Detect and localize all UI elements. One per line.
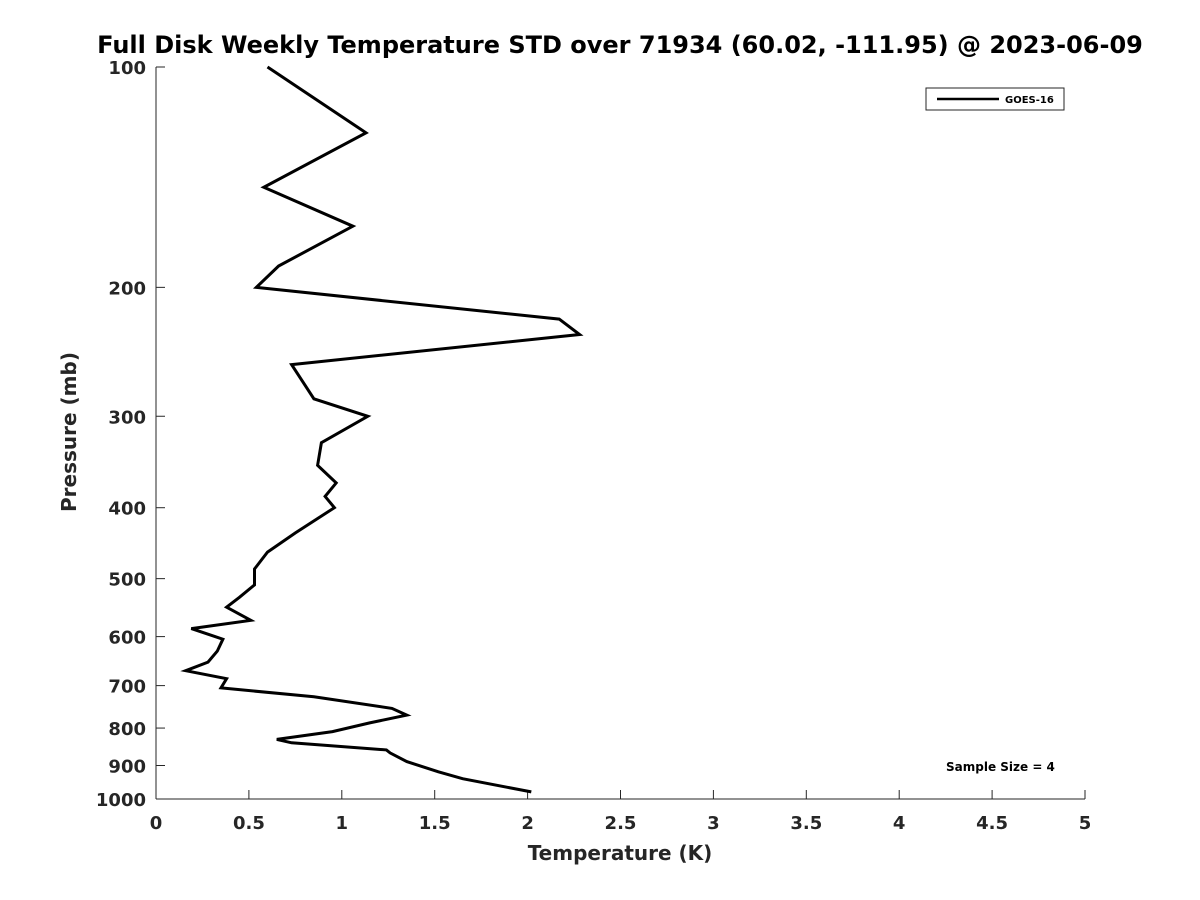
x-tick-label: 3.5 xyxy=(790,813,822,834)
x-tick-label: 0 xyxy=(150,813,163,834)
y-tick-label: 200 xyxy=(108,278,146,299)
x-tick-label: 4.5 xyxy=(976,813,1008,834)
y-tick-label: 800 xyxy=(108,719,146,740)
x-tick-label: 2.5 xyxy=(605,813,637,834)
y-tick-label: 1000 xyxy=(96,790,146,811)
y-tick-label: 500 xyxy=(108,570,146,591)
x-tick-label: 0.5 xyxy=(233,813,265,834)
x-ticks: 0 0.5 1 1.5 2 2.5 3 3.5 4 4.5 5 xyxy=(150,790,1092,834)
y-tick-label: 700 xyxy=(108,677,146,698)
x-axis-label: Temperature (K) xyxy=(528,841,713,865)
legend-label: GOES-16 xyxy=(1005,95,1054,106)
series-line-goes-16 xyxy=(180,65,584,794)
y-axis-label: Pressure (mb) xyxy=(57,352,81,512)
legend: GOES-16 xyxy=(925,87,1065,111)
x-tick-label: 5 xyxy=(1079,813,1092,834)
y-tick-label: 900 xyxy=(108,757,146,778)
y-ticks: 100 200 300 400 500 600 700 800 900 1000 xyxy=(96,58,165,811)
y-tick-label: 100 xyxy=(108,58,146,79)
y-tick-label: 300 xyxy=(108,407,146,428)
x-tick-label: 1.5 xyxy=(419,813,451,834)
x-tick-label: 3 xyxy=(707,813,720,834)
y-tick-label: 400 xyxy=(108,499,146,520)
x-tick-label: 1 xyxy=(336,813,349,834)
chart-title: Full Disk Weekly Temperature STD over 71… xyxy=(97,31,1143,59)
x-tick-label: 2 xyxy=(521,813,534,834)
series-group xyxy=(180,65,584,794)
x-tick-label: 4 xyxy=(893,813,906,834)
sample-size-annotation: Sample Size = 4 xyxy=(946,760,1055,774)
y-tick-label: 600 xyxy=(108,628,146,649)
